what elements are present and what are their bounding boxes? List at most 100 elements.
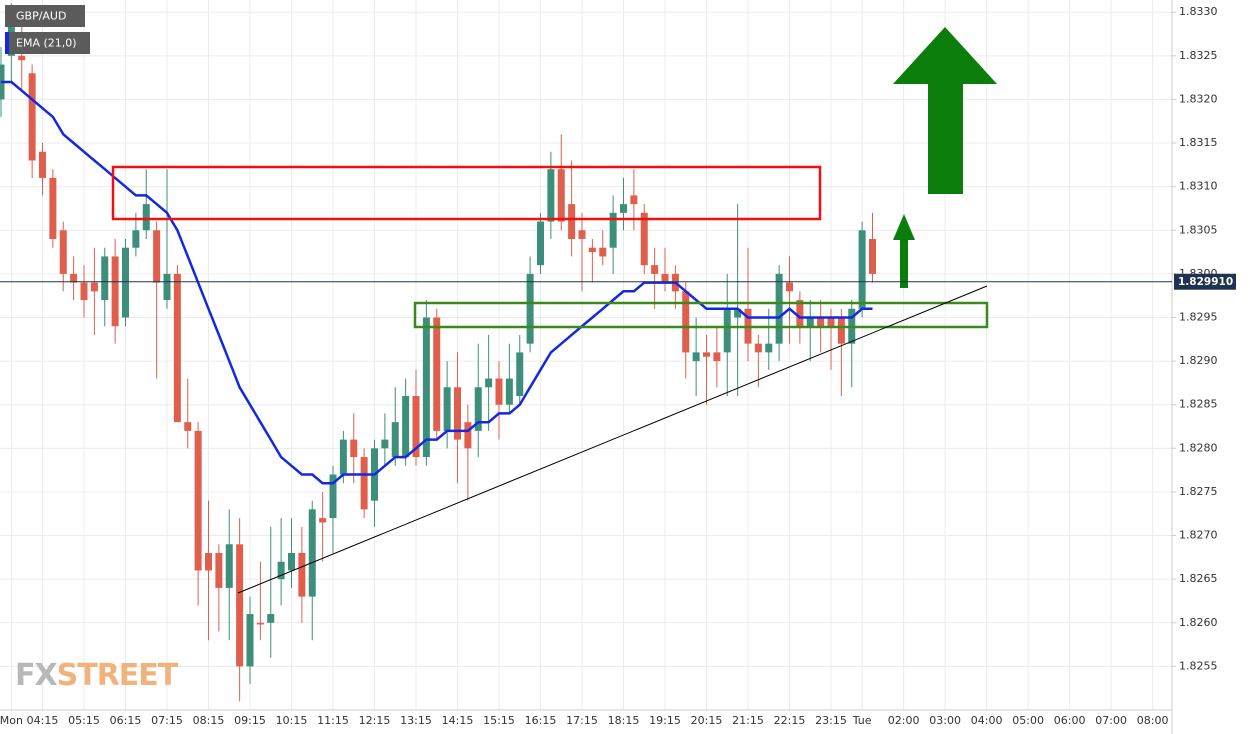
watermark: FXSTREET	[15, 658, 179, 693]
candle-body	[267, 614, 275, 623]
candle-body	[620, 204, 627, 213]
last-price-label: 1.829910	[1178, 276, 1233, 288]
y-tick-label: 1.8260	[1179, 616, 1218, 629]
candle-body	[412, 395, 420, 458]
y-tick-label: 1.8325	[1179, 49, 1218, 62]
x-tick-label: 11:15	[317, 714, 349, 727]
x-tick-label: Tue	[852, 714, 872, 727]
plot	[0, 3, 876, 702]
candle-body	[381, 439, 389, 449]
x-tick-label: 21:15	[732, 714, 764, 727]
candle-body	[329, 474, 337, 519]
candle-body	[474, 387, 482, 431]
support-zone	[413, 301, 989, 329]
x-tick-label: 17:15	[566, 714, 598, 727]
x-tick-label: 20:15	[691, 714, 723, 727]
resistance-zone	[111, 165, 822, 221]
candle-body	[578, 230, 586, 239]
trend-line	[237, 285, 988, 594]
x-tick-label: 08:15	[193, 714, 225, 727]
candle-body	[433, 317, 441, 431]
candle-body	[111, 256, 119, 327]
candle-body	[703, 352, 710, 357]
candle-body	[402, 395, 410, 458]
x-tick-label: 15:15	[483, 714, 515, 727]
y-tick-label: 1.8280	[1179, 441, 1218, 454]
candle-body	[122, 247, 129, 318]
candle-body	[339, 439, 347, 475]
candle-body	[101, 256, 109, 301]
candle-body	[80, 282, 88, 301]
candle-body	[49, 177, 57, 239]
candle-body	[568, 204, 576, 239]
candle-body	[588, 247, 596, 253]
legend-label: EMA (21,0)	[16, 37, 77, 50]
candle-body	[39, 151, 46, 178]
candle-body	[723, 308, 731, 353]
y-tick-label: 1.8255	[1179, 659, 1218, 672]
x-tick-label: 12:15	[359, 714, 391, 727]
candle-body	[18, 55, 26, 61]
candle-body	[360, 457, 368, 510]
candle-body	[547, 169, 555, 222]
candle-body	[858, 230, 866, 309]
candle-body	[630, 195, 638, 205]
candle-body	[682, 291, 690, 353]
x-tick-label: 08:00	[1137, 714, 1169, 727]
candle-body	[422, 317, 430, 458]
candle-body	[215, 552, 223, 588]
candle-body	[308, 509, 316, 597]
watermark-fx: FX	[15, 658, 57, 693]
candle-body	[194, 430, 202, 571]
legend-box	[5, 5, 85, 27]
candle-body	[454, 387, 461, 440]
candle-body	[277, 561, 285, 580]
y-tick-label: 1.8295	[1179, 310, 1218, 323]
x-tick-label: 14:15	[442, 714, 474, 727]
candle-body	[786, 282, 793, 292]
candle-body	[806, 317, 814, 327]
x-tick-label: 16:15	[525, 714, 557, 727]
x-tick-label: 02:00	[888, 714, 920, 727]
x-tick-label: 19:15	[649, 714, 681, 727]
candle-body	[516, 352, 524, 396]
y-tick-label: 1.8265	[1179, 572, 1218, 585]
y-tick-label: 1.8305	[1179, 223, 1218, 236]
x-tick-label: 07:15	[151, 714, 183, 727]
legend-swatch	[5, 32, 9, 54]
y-tick-label: 1.8270	[1179, 529, 1218, 542]
candle-body	[464, 422, 472, 449]
x-tick-label: Mon	[0, 714, 23, 727]
y-tick-label: 1.8285	[1179, 398, 1218, 411]
y-tick-label: 1.8290	[1179, 354, 1218, 367]
candle-body	[817, 317, 825, 327]
candle-body	[163, 273, 171, 301]
candle-body	[391, 422, 399, 458]
x-tick-label: 06:00	[1054, 714, 1086, 727]
candle-body	[651, 265, 659, 274]
x-tick-label: 03:00	[929, 714, 961, 727]
ema-line	[1, 80, 873, 485]
candle-body	[869, 238, 876, 274]
x-tick-label: 04:00	[971, 714, 1003, 727]
candle-body	[28, 73, 36, 161]
candle-body	[350, 439, 358, 458]
candle-body	[775, 273, 783, 344]
candle-body	[599, 247, 607, 257]
candle-body	[132, 230, 140, 248]
big-up-arrow	[893, 27, 997, 194]
x-tick-label: 06:15	[110, 714, 142, 727]
candle-body	[184, 422, 192, 431]
candle-body	[661, 273, 669, 283]
candle-body	[225, 544, 233, 588]
candle-body	[640, 212, 648, 266]
y-tick-label: 1.8330	[1179, 5, 1218, 18]
y-tick-label: 1.8310	[1179, 180, 1218, 193]
x-tick-label: 09:15	[234, 714, 266, 727]
y-tick-label: 1.8315	[1179, 136, 1218, 149]
candle-body	[526, 273, 534, 344]
x-tick-label: 23:15	[815, 714, 847, 727]
candle-body	[837, 317, 845, 344]
legend-label: GBP/AUD	[16, 10, 66, 23]
